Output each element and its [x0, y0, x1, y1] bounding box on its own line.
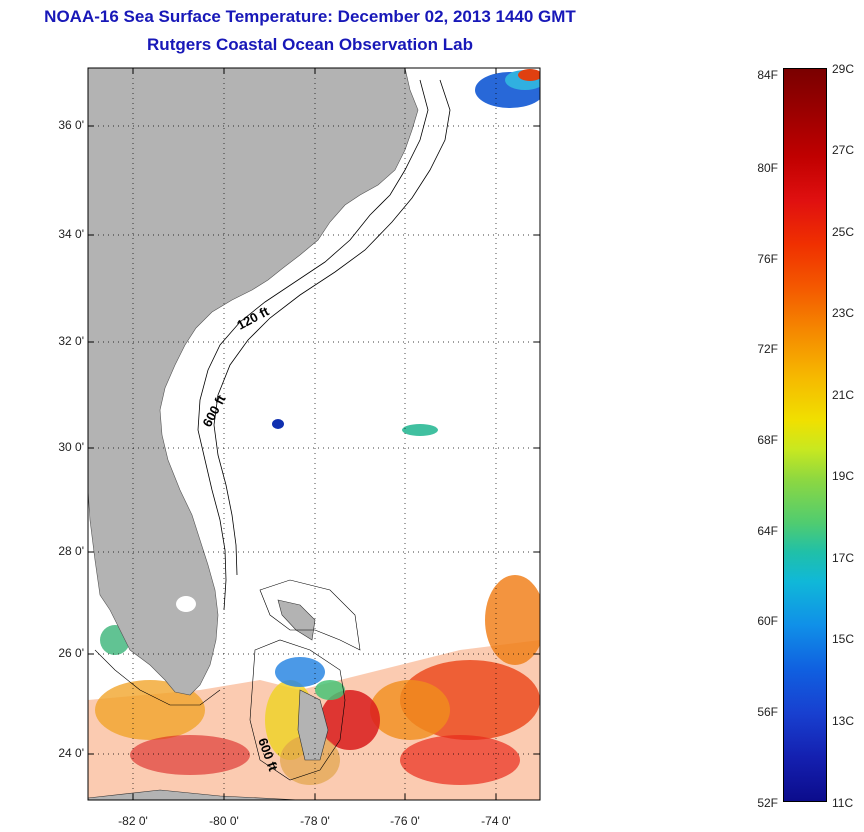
axis-ticks — [88, 68, 540, 800]
colorbar-c-label: 13C — [832, 714, 855, 728]
sst-patch — [402, 424, 438, 436]
lon-label: -82 0' — [118, 814, 148, 828]
lat-label: 28 0' — [58, 544, 84, 558]
colorbar-f-label: 64F — [757, 524, 778, 538]
sst-patch — [272, 419, 284, 429]
map-title: NOAA-16 Sea Surface Temperature: Decembe… — [44, 7, 576, 26]
colorbar-f-label: 76F — [757, 252, 778, 266]
land-southeast-us — [88, 68, 419, 696]
colorbar-c-label: 25C — [832, 225, 855, 239]
colorbar-f-label: 72F — [757, 342, 778, 356]
map-subtitle: Rutgers Coastal Ocean Observation Lab — [147, 35, 473, 54]
lon-label: -74 0' — [481, 814, 511, 828]
colorbar-c-label: 27C — [832, 143, 855, 157]
lat-label: 24 0' — [58, 746, 84, 760]
land-andros — [297, 689, 329, 761]
isobath-120ft — [197, 79, 429, 611]
colorbar-c-label: 11C — [832, 796, 854, 810]
colorbar-c-label: 19C — [832, 469, 855, 483]
lon-label: -80 0' — [209, 814, 239, 828]
land-cuba — [88, 789, 301, 800]
isobath-600ft — [213, 79, 451, 576]
isobath-bahamas-south — [249, 639, 346, 781]
isobath-bahamas — [259, 579, 361, 651]
colorbar-f-label: 52F — [757, 796, 778, 810]
lon-label: -76 0' — [390, 814, 420, 828]
colorbar-f-label: 60F — [757, 614, 778, 628]
colorbar-c-label: 29C — [832, 62, 855, 76]
lat-label: 26 0' — [58, 646, 84, 660]
colorbar-c-label: 17C — [832, 551, 855, 565]
lake-okeechobee — [176, 596, 196, 612]
colorbar-f-label: 80F — [757, 161, 778, 175]
colorbar-c-label: 23C — [832, 306, 855, 320]
colorbar-f-label: 84F — [757, 68, 778, 82]
lat-label: 36 0' — [58, 118, 84, 132]
lat-label: 32 0' — [58, 334, 84, 348]
lat-label: 30 0' — [58, 440, 84, 454]
sst-data-northeast — [475, 69, 540, 108]
lon-label: -78 0' — [300, 814, 330, 828]
isobath-florida-south — [94, 649, 221, 706]
lat-label: 34 0' — [58, 227, 84, 241]
colorbar-c-label: 21C — [832, 388, 855, 402]
map-frame — [87, 67, 541, 801]
temperature-colorbar — [783, 68, 827, 802]
colorbar-c-label: 15C — [832, 632, 855, 646]
lat-lon-grid — [88, 68, 540, 800]
colorbar-f-label: 68F — [757, 433, 778, 447]
colorbar-f-label: 56F — [757, 705, 778, 719]
